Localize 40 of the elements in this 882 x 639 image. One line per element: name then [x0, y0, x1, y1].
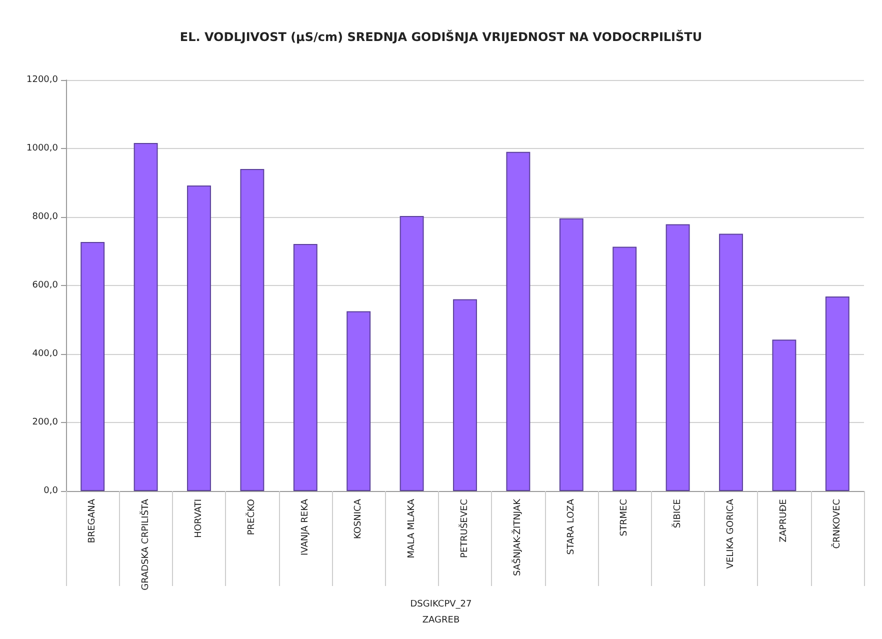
bar — [134, 143, 158, 491]
bar — [400, 216, 424, 491]
y-tick-label: 1200,0 — [26, 75, 58, 85]
x-tick-label: ČRNKOVEC — [830, 499, 842, 549]
x-tick-label: STARA LOZA — [566, 498, 576, 555]
x-tick-label: PREČKO — [245, 499, 258, 536]
bar — [612, 246, 637, 491]
y-tick-label: 400,0 — [32, 349, 58, 359]
x-tick-label: IVANJA REKA — [300, 498, 310, 556]
y-tick-label: 1000,0 — [26, 144, 58, 154]
bar — [293, 244, 318, 491]
bar — [453, 299, 477, 491]
x-tick-label: KOSNICA — [354, 498, 364, 540]
text: ZAGREB — [422, 616, 460, 626]
y-tick-label: 200,0 — [32, 418, 58, 428]
y-tick-label: 0,0 — [44, 486, 58, 496]
bar — [719, 234, 743, 491]
x-tick-label: BREGANA — [88, 498, 98, 544]
bar — [666, 224, 690, 491]
x-tick-label: HORVATI — [194, 499, 204, 538]
chart-title: EL. VODLJIVOST (µS/cm) SREDNJA GODIŠNJA VRIJEDNOST NA VODOCRPILIŠTU — [180, 29, 702, 44]
x-tick-label: STRMEC — [620, 499, 630, 536]
x-tick-label: SAŠNJAK-ŽITNJAK — [511, 498, 524, 576]
bar — [187, 185, 211, 491]
bar — [80, 242, 105, 491]
bar — [240, 169, 264, 491]
x-tick-label: VELIKA GORICA — [726, 498, 736, 569]
bar — [825, 296, 850, 491]
x-tick-label: MALA MLAKA — [406, 498, 417, 558]
x-tick-label: ŠIBICE — [670, 498, 683, 528]
x-tick-label: ZAPRUĐE — [779, 498, 790, 542]
bar — [506, 152, 530, 491]
y-tick-label: 600,0 — [32, 280, 58, 290]
x-tick-label: GRADSKA CRPILIŠTA — [138, 498, 151, 590]
y-tick-label: 800,0 — [32, 212, 58, 222]
bar — [559, 218, 584, 491]
text: DSGIKCPV_27 — [410, 600, 472, 610]
x-tick-label: PETRUŠEVEC — [458, 499, 470, 558]
bar — [772, 340, 796, 491]
bar — [346, 311, 371, 491]
